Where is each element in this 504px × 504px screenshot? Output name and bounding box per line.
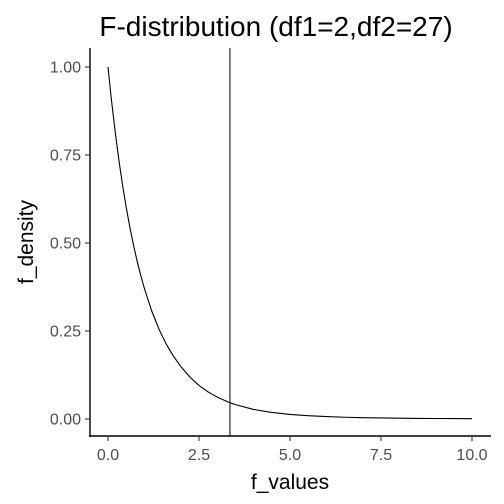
y-tick-label: 0.25 — [50, 324, 81, 341]
y-tick-label: 0.50 — [50, 236, 81, 253]
x-tick-label: 2.5 — [188, 447, 210, 464]
x-tick-label: 0.0 — [97, 447, 119, 464]
y-tick-label: 0.75 — [50, 148, 81, 165]
y-axis-title: f_density — [15, 199, 38, 284]
x-tick-label: 7.5 — [370, 447, 392, 464]
plot-area: 0.0 2.5 5.0 7.5 10.0 0.00 0.25 0.50 0.75 1.00 — [50, 48, 491, 464]
y-tick-label: 1.00 — [50, 60, 81, 77]
x-tick-label: 5.0 — [279, 447, 301, 464]
density-curve — [107, 66, 473, 420]
chart-title: F-distribution (df1=2,df2=27) — [99, 11, 452, 42]
x-axis-title: f_values — [251, 471, 329, 494]
x-tick-label: 10.0 — [456, 447, 487, 464]
y-tick-label: 0.00 — [50, 412, 81, 429]
